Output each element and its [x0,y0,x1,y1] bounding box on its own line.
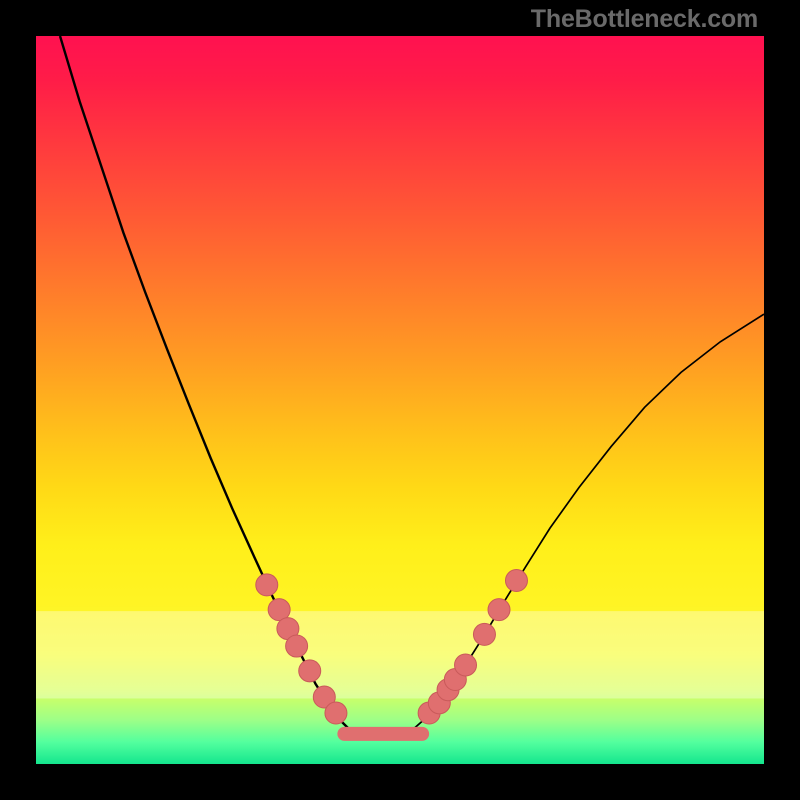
outer-black-frame [0,0,800,800]
chart-stage: TheBottleneck.com [0,0,800,800]
watermark-text: TheBottleneck.com [531,5,758,34]
